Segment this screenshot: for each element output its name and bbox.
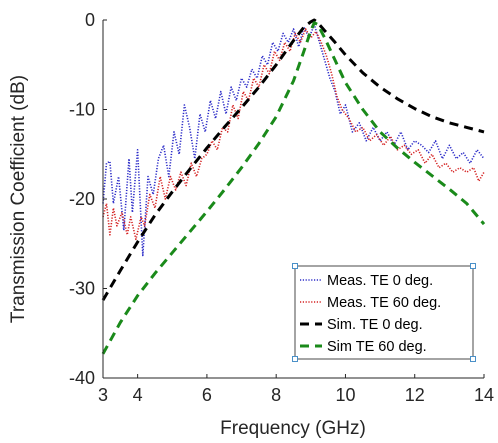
x-tick-label: 10 bbox=[335, 385, 355, 405]
legend-label-1: Meas. TE 60 deg. bbox=[327, 295, 441, 311]
y-tick-label: -20 bbox=[69, 189, 95, 209]
series-line-1 bbox=[102, 28, 485, 241]
legend-handle-br bbox=[470, 356, 476, 362]
series-line-2 bbox=[101, 18, 485, 301]
x-tick-label: 8 bbox=[271, 385, 281, 405]
legend-box bbox=[294, 265, 474, 360]
x-tick-label: 14 bbox=[474, 385, 494, 405]
x-axis-label: Frequency (GHz) bbox=[220, 418, 366, 439]
legend-label-0: Meas. TE 0 deg. bbox=[327, 273, 433, 289]
x-tick-label: 4 bbox=[133, 385, 143, 405]
y-tick-label: -30 bbox=[69, 279, 95, 299]
legend-label-3: Sim TE 60 deg. bbox=[327, 339, 427, 355]
x-tick-label: 6 bbox=[202, 385, 212, 405]
legend-handle-tr bbox=[470, 263, 476, 269]
x-tick-label: 12 bbox=[405, 385, 425, 405]
legend-handle-bl bbox=[292, 356, 298, 362]
series-line-3 bbox=[101, 21, 486, 355]
y-tick-label: -40 bbox=[69, 368, 95, 388]
series-line-0 bbox=[102, 23, 485, 257]
y-tick-label: 0 bbox=[85, 10, 95, 30]
legend: Meas. TE 0 deg. Meas. TE 60 deg. Sim. TE 0… bbox=[292, 263, 476, 362]
legend-handle-tl bbox=[292, 263, 298, 269]
legend-label-2: Sim. TE 0 deg. bbox=[327, 317, 423, 333]
y-axis-label: Transmission Coefficient (dB) bbox=[8, 75, 29, 323]
y-tick-label: -10 bbox=[69, 100, 95, 120]
x-tick-label: 3 bbox=[98, 385, 108, 405]
